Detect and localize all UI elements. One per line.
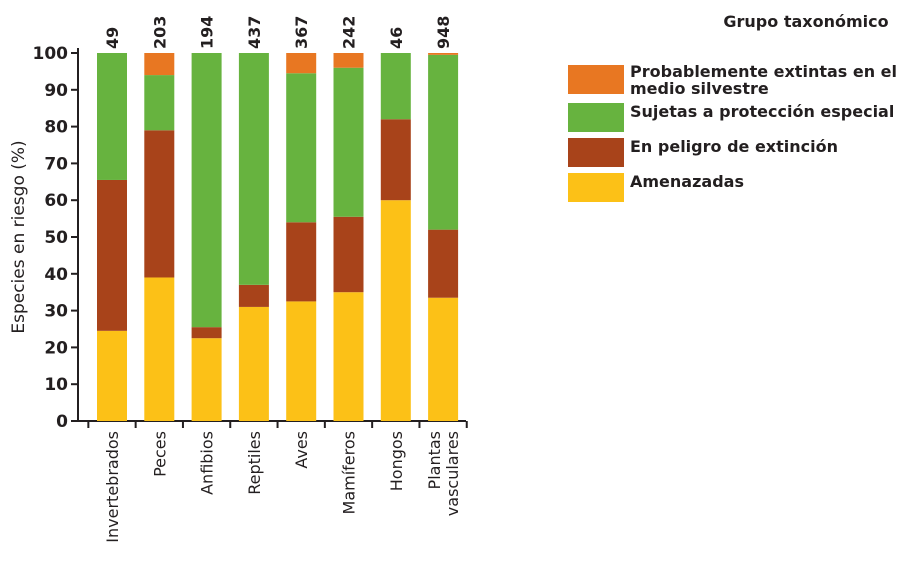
bar-plantas-vasculares-series-0 (428, 297, 459, 421)
category-label-line: Anfibios (198, 431, 217, 495)
count-label-2: 194 (198, 16, 217, 49)
bar-mam-feros-series-0 (333, 292, 364, 421)
legend-swatch (568, 173, 624, 202)
category-label-1: Peces (150, 431, 169, 477)
bar-plantas-vasculares-series-2 (428, 54, 459, 230)
y-tick-label-50: 50 (44, 228, 68, 248)
legend-item: Amenazadas (568, 173, 924, 202)
y-tick-label-10: 10 (44, 375, 68, 395)
bar-invertebrados-series-0 (97, 330, 127, 421)
category-label-4: Aves (292, 431, 311, 469)
bar-plantas-vasculares-series-1 (428, 229, 459, 298)
y-tick-label-20: 20 (44, 338, 68, 358)
category-label-line: Mamíferos (340, 431, 359, 514)
legend-swatch (568, 103, 624, 132)
bar-peces-series-2 (144, 75, 175, 131)
y-tick-label-90: 90 (44, 81, 68, 101)
legend-label: Probablemente extintas en el medio silve… (630, 62, 898, 98)
y-tick-label-70: 70 (44, 154, 68, 174)
bar-plantas-vasculares-series-3 (428, 53, 459, 55)
bar-hongos-series-0 (380, 200, 411, 421)
bar-hongos-series-2 (380, 53, 411, 120)
bar-peces-series-3 (144, 53, 175, 76)
y-tick-label-80: 80 (44, 118, 68, 138)
bar-hongos-series-1 (380, 119, 411, 201)
count-label-7: 948 (434, 16, 453, 49)
y-tick-label-40: 40 (44, 265, 68, 285)
bar-anfibios-series-1 (191, 327, 222, 339)
category-label-line: Plantas (425, 431, 444, 489)
y-tick-label-100: 100 (33, 44, 69, 64)
y-tick-label-0: 0 (56, 412, 68, 432)
bar-anfibios-series-0 (191, 338, 222, 421)
legend-item: Probablemente extintas en el medio silve… (568, 63, 924, 97)
bar-anfibios-series-2 (191, 53, 222, 328)
bar-mam-feros-series-1 (333, 216, 364, 293)
bar-invertebrados-series-1 (97, 179, 127, 331)
category-label-line: Aves (292, 431, 311, 469)
legend-title: Grupo taxonómico (723, 12, 889, 31)
y-tick-label-60: 60 (44, 191, 68, 211)
category-label-line: Invertebrados (103, 431, 122, 543)
category-label-5: Mamíferos (340, 431, 359, 514)
bar-aves-series-3 (286, 53, 317, 74)
bar-mam-feros-series-3 (333, 53, 364, 68)
bar-aves-series-2 (286, 73, 317, 223)
count-label-0: 49 (103, 27, 122, 49)
bar-reptiles-series-2 (238, 53, 269, 285)
category-label-3: Reptiles (245, 431, 264, 495)
count-label-4: 367 (292, 16, 311, 49)
legend: Grupo taxonómico Probablemente extintas … (568, 12, 924, 208)
count-label-5: 242 (340, 16, 359, 49)
legend-label: Sujetas a protección especial (630, 102, 895, 121)
y-axis-label: Especies en riesgo (%) (9, 140, 29, 333)
count-label-3: 437 (245, 16, 264, 49)
legend-swatch (568, 65, 624, 94)
count-label-6: 46 (387, 27, 406, 49)
bar-peces-series-0 (144, 277, 175, 421)
category-label-line: vasculares (443, 431, 462, 516)
bar-aves-series-1 (286, 222, 317, 302)
legend-item: En peligro de extinción (568, 138, 924, 167)
category-label-line: Peces (150, 431, 169, 477)
bar-reptiles-series-0 (238, 306, 269, 421)
bar-aves-series-0 (286, 301, 317, 421)
legend-label: Amenazadas (630, 172, 744, 191)
stacked-bar-chart: 0 10 20 30 40 50 60 70 80 90 100 Especies en riesgo… (9, 16, 468, 543)
category-label-2: Anfibios (198, 431, 217, 495)
bar-peces-series-1 (144, 130, 175, 278)
category-label-7: Plantasvasculares (425, 431, 462, 516)
legend-item: Sujetas a protección especial (568, 103, 924, 132)
count-label-1: 203 (150, 16, 169, 49)
bar-mam-feros-series-2 (333, 67, 364, 217)
bar-invertebrados-series-2 (97, 53, 127, 180)
category-label-6: Hongos (387, 431, 406, 491)
category-label-line: Reptiles (245, 431, 264, 495)
legend-swatch (568, 138, 624, 167)
y-tick-label-30: 30 (44, 302, 68, 322)
category-label-0: Invertebrados (103, 431, 122, 543)
bar-reptiles-series-1 (238, 284, 269, 307)
category-label-line: Hongos (387, 431, 406, 491)
legend-label: En peligro de extinción (630, 137, 838, 156)
